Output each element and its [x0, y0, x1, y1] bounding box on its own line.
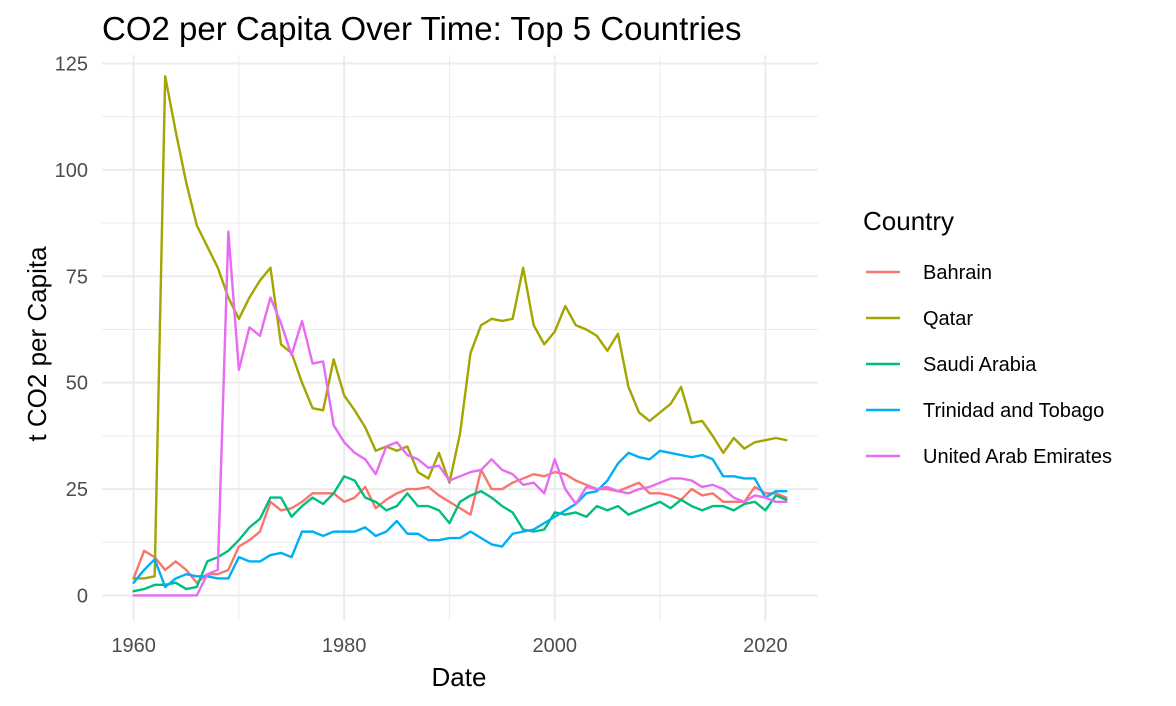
y-tick-label: 50: [66, 373, 88, 395]
series-line-bahrain: [132, 468, 788, 584]
y-tick-label: 125: [55, 54, 88, 76]
legend-label-saudi-arabia: Saudi Arabia: [923, 354, 1037, 376]
legend-label-qatar: Qatar: [923, 308, 973, 330]
series-line-united-arab-emirates: [132, 230, 788, 597]
grid: [102, 55, 818, 621]
axis-ticks: 1960 1980 2000 2020 0 25 50 75 100 125: [55, 54, 788, 657]
chart-title: CO2 per Capita Over Time: Top 5 Countrie…: [102, 10, 742, 47]
series-lines: [132, 75, 788, 597]
legend-label-trinidad-and-tobago: Trinidad and Tobago: [923, 400, 1104, 422]
x-tick-label: 1980: [322, 635, 367, 657]
series-line-trinidad-and-tobago: [132, 449, 788, 589]
series-line-qatar: [132, 75, 788, 580]
legend-label-bahrain: Bahrain: [923, 262, 992, 284]
x-tick-label: 1960: [111, 635, 156, 657]
y-axis-title: t CO2 per Capita: [22, 246, 52, 442]
series-line-saudi-arabia: [132, 475, 788, 593]
y-tick-label: 75: [66, 266, 88, 288]
y-tick-label: 0: [77, 585, 88, 607]
legend: Country Bahrain Qatar Saudi Arabia Trinidad…: [863, 206, 1112, 468]
x-axis-title: Date: [432, 662, 487, 692]
legend-title: Country: [863, 206, 954, 236]
x-tick-label: 2000: [533, 635, 578, 657]
x-tick-label: 2020: [743, 635, 788, 657]
legend-label-united-arab-emirates: United Arab Emirates: [923, 446, 1112, 468]
y-tick-label: 100: [55, 160, 88, 182]
y-tick-label: 25: [66, 479, 88, 501]
